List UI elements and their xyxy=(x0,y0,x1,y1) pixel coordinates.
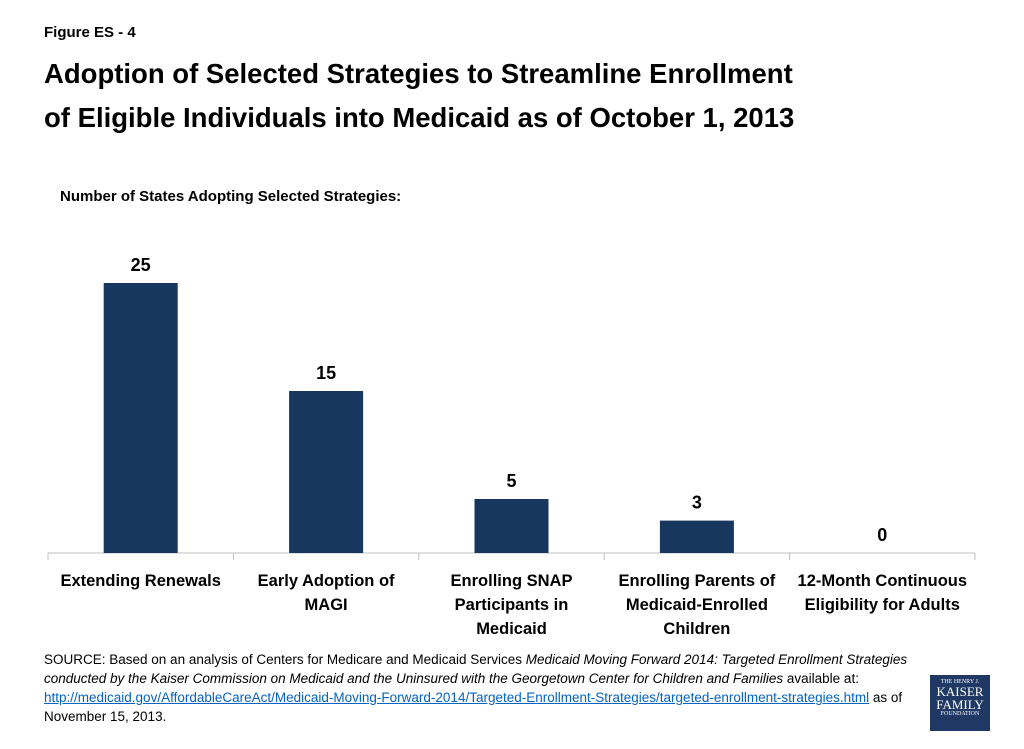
logo-text: FOUNDATION xyxy=(940,711,980,717)
source-text: as of November 15, 2013. xyxy=(44,690,903,724)
logo: THE HENRY J. KAISER FAMILY FOUNDATION xyxy=(930,675,990,731)
bar xyxy=(474,499,549,553)
x-tick-label: Enrolling Parents of Medicaid-Enrolled C… xyxy=(618,572,776,638)
logo-text: FAMILY xyxy=(936,697,984,712)
x-tick-label: Extending Renewals xyxy=(60,572,221,590)
chart: 25 15 5 3 0 xyxy=(47,255,976,560)
logo-text: THE HENRY J. xyxy=(940,679,980,685)
source-text: available at: xyxy=(783,671,859,686)
source-note: SOURCE: Based on an analysis of Centers … xyxy=(44,650,924,726)
data-label: 25 xyxy=(131,255,151,275)
figure-label: Figure ES - 4 xyxy=(44,24,136,41)
logo-text: KAISER xyxy=(936,684,984,699)
source-text: Medicaid Moving Forward 2014: Targeted E… xyxy=(44,652,908,686)
x-tick-label: Early Adoption of MAGI xyxy=(257,572,395,614)
chart-title: Adoption of Selected Strategies to Strea… xyxy=(44,58,793,89)
source-text: SOURCE: Based on an analysis of Centers … xyxy=(44,652,526,667)
source-link[interactable]: http://medicaid.gov/AffordableCareAct/Me… xyxy=(44,690,870,705)
x-tick-label: 12-Month Continuous Eligibility for Adul… xyxy=(797,572,968,614)
data-label: 3 xyxy=(692,493,702,513)
bar xyxy=(289,391,364,553)
data-label: 0 xyxy=(877,525,887,545)
x-tick-label: Enrolling SNAP Participants in Medicaid xyxy=(450,572,573,638)
data-label: 5 xyxy=(506,471,516,491)
chart-title: of Eligible Individuals into Medicaid as… xyxy=(44,102,795,133)
chart-subtitle: Number of States Adopting Selected Strat… xyxy=(60,188,402,205)
bar xyxy=(103,283,178,553)
bar xyxy=(659,520,734,553)
data-label: 15 xyxy=(316,363,336,383)
